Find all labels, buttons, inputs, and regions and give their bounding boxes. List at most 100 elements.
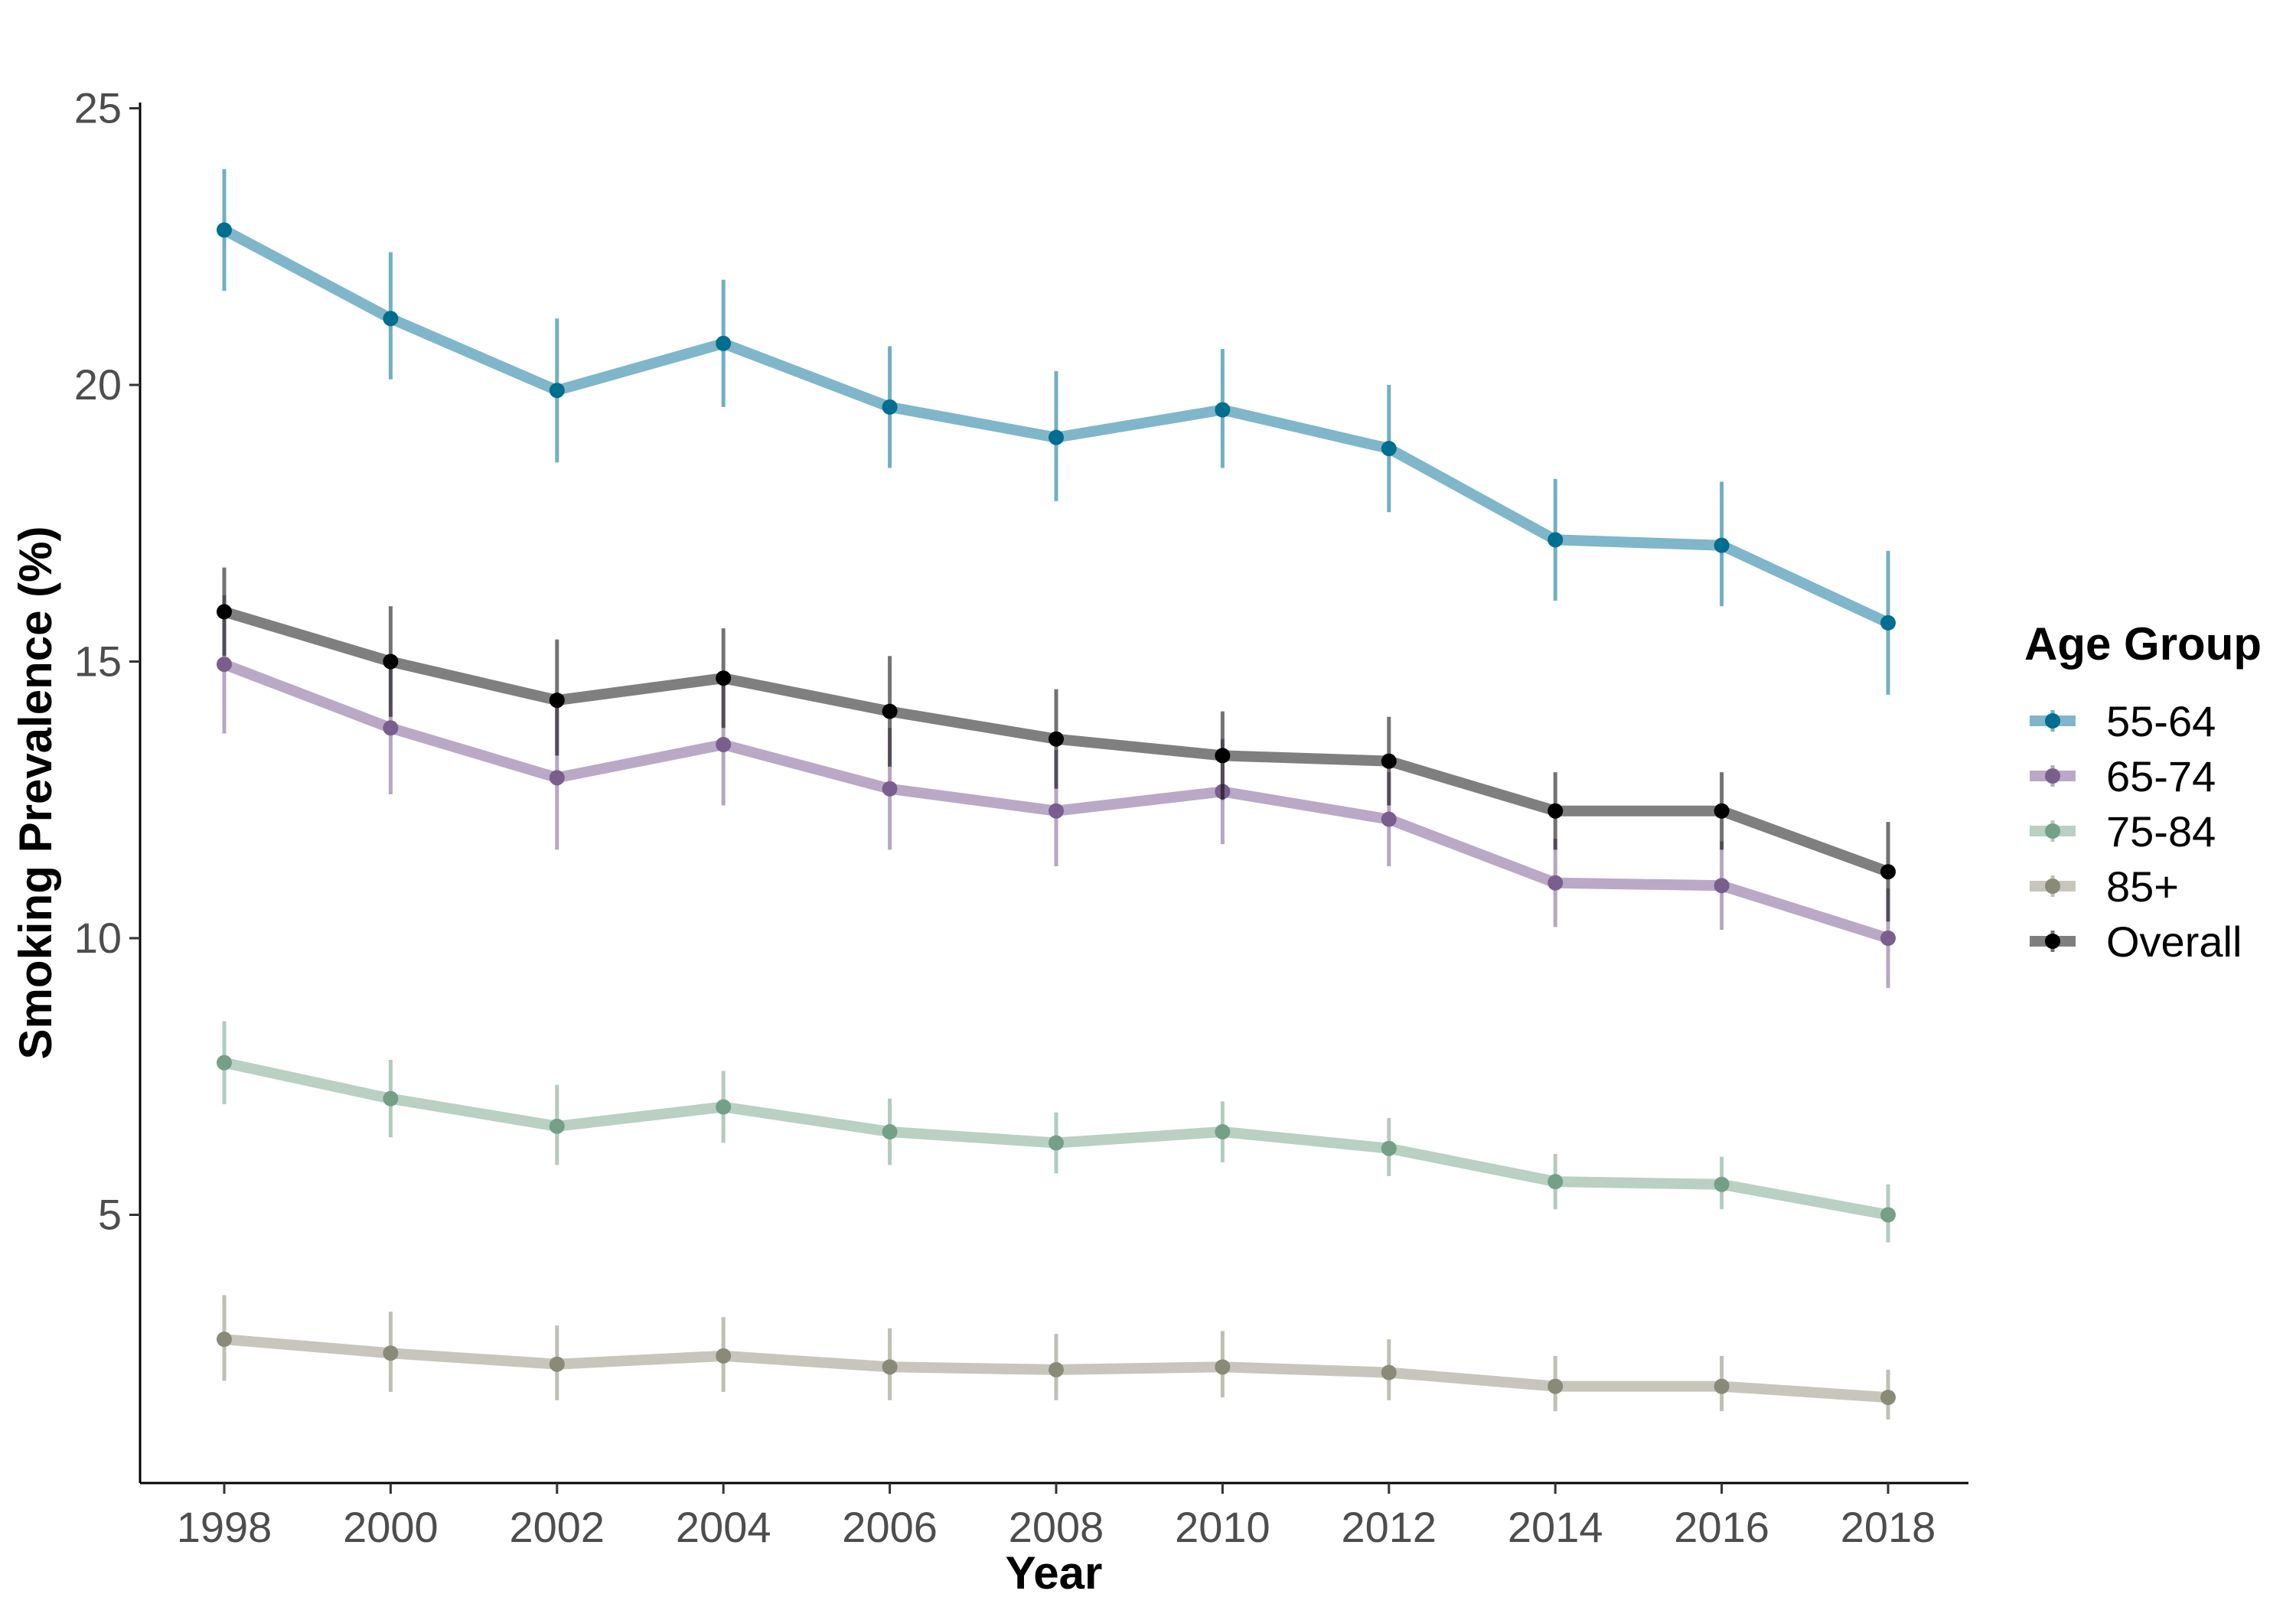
- legend-title: Age Group: [2024, 618, 2262, 670]
- data-point: [1215, 1124, 1231, 1140]
- data-point: [383, 720, 399, 736]
- data-point: [882, 1124, 898, 1140]
- data-point: [383, 1345, 399, 1361]
- x-tick-label: 2014: [1508, 1503, 1603, 1551]
- data-point: [1381, 1364, 1397, 1380]
- x-tick-label: 2016: [1674, 1503, 1769, 1551]
- data-point: [1215, 748, 1231, 764]
- y-tick-label: 20: [74, 360, 122, 409]
- data-point: [1880, 1207, 1896, 1223]
- x-axis-title: Year: [1006, 1547, 1103, 1599]
- x-tick-label: 2008: [1009, 1503, 1104, 1551]
- legend-label: Overall: [2106, 918, 2242, 966]
- data-point: [1049, 1135, 1064, 1151]
- legend-key-point: [2045, 768, 2060, 784]
- y-tick-label: 25: [74, 84, 122, 132]
- data-point: [383, 311, 399, 327]
- data-point: [716, 335, 732, 351]
- series-layer: [217, 169, 1896, 1420]
- y-tick-label: 5: [98, 1191, 122, 1239]
- data-point: [1215, 402, 1231, 418]
- legend-key-point: [2045, 713, 2060, 729]
- data-point: [217, 604, 232, 620]
- series-65-74: [217, 595, 1896, 989]
- plot-area: 5 10 15 20 25 1998 2000 2002 2004 2006 2008 2010 20…: [74, 84, 1968, 1551]
- data-point: [549, 693, 565, 709]
- legend-label: 75-84: [2106, 807, 2216, 856]
- data-point: [549, 383, 565, 399]
- data-point: [1880, 864, 1896, 880]
- y-tick-label: 10: [74, 914, 122, 962]
- data-point: [549, 1356, 565, 1372]
- data-point: [1049, 429, 1064, 445]
- data-point: [882, 781, 898, 797]
- data-point: [1714, 803, 1730, 819]
- data-point: [1548, 803, 1564, 819]
- data-point: [1215, 1359, 1231, 1375]
- data-point: [1381, 441, 1397, 457]
- x-tick-label: 2010: [1175, 1503, 1270, 1551]
- data-point: [1714, 537, 1730, 553]
- y-ticks: 5 10 15 20 25: [74, 84, 140, 1239]
- data-point: [1548, 875, 1564, 891]
- x-tick-label: 2004: [676, 1503, 771, 1551]
- x-tick-label: 2002: [510, 1503, 605, 1551]
- legend-key-point: [2045, 823, 2060, 839]
- legend: Age Group 55-64 65-74 75-84 85+ Overall: [2024, 618, 2262, 966]
- data-point: [217, 1054, 232, 1071]
- legend-items: 55-64 65-74 75-84 85+ Overall: [2030, 697, 2242, 966]
- legend-item: 65-74: [2030, 752, 2216, 800]
- legend-key-point: [2045, 934, 2060, 949]
- data-point: [716, 1348, 732, 1364]
- data-point: [716, 670, 732, 686]
- data-point: [549, 770, 565, 786]
- data-point: [1049, 731, 1064, 747]
- data-point: [1049, 1361, 1064, 1377]
- data-point: [1880, 614, 1896, 631]
- data-point: [1049, 803, 1064, 819]
- data-point: [1548, 1378, 1564, 1394]
- legend-label: 85+: [2106, 862, 2179, 911]
- data-point: [549, 1118, 565, 1134]
- data-point: [1714, 1176, 1730, 1192]
- data-point: [1714, 878, 1730, 894]
- x-tick-label: 2006: [842, 1503, 938, 1551]
- data-point: [882, 399, 898, 415]
- data-point: [1381, 811, 1397, 827]
- legend-item: 55-64: [2030, 697, 2216, 745]
- data-point: [716, 736, 732, 752]
- x-tick-label: 1998: [177, 1503, 272, 1551]
- series-Overall: [217, 567, 1896, 922]
- data-point: [1548, 532, 1564, 548]
- y-axis-title: Smoking Prevalence (%): [10, 526, 61, 1060]
- data-point: [1714, 1378, 1730, 1394]
- data-point: [217, 222, 232, 238]
- y-tick-label: 15: [74, 637, 122, 686]
- data-point: [882, 703, 898, 719]
- data-point: [882, 1359, 898, 1375]
- legend-key-point: [2045, 878, 2060, 894]
- data-point: [383, 654, 399, 670]
- legend-item: 75-84: [2030, 807, 2216, 856]
- legend-item: Overall: [2030, 918, 2242, 966]
- x-ticks: 1998 2000 2002 2004 2006 2008 2010 2012 2014 2016…: [177, 1483, 1936, 1551]
- data-point: [716, 1099, 732, 1115]
- data-point: [217, 657, 232, 673]
- data-point: [1381, 1140, 1397, 1156]
- data-point: [1548, 1174, 1564, 1190]
- data-point: [383, 1090, 399, 1107]
- x-tick-label: 2012: [1342, 1503, 1437, 1551]
- x-tick-label: 2018: [1841, 1503, 1936, 1551]
- data-point: [1880, 931, 1896, 946]
- series-75-84: [217, 1021, 1896, 1243]
- series-85+: [217, 1295, 1896, 1420]
- data-point: [217, 1332, 232, 1348]
- data-point: [1381, 753, 1397, 769]
- data-point: [1880, 1390, 1896, 1406]
- legend-item: 85+: [2030, 862, 2179, 911]
- legend-label: 55-64: [2106, 697, 2216, 745]
- series-55-64: [217, 169, 1896, 695]
- x-tick-label: 2000: [343, 1503, 439, 1551]
- legend-label: 65-74: [2106, 752, 2216, 800]
